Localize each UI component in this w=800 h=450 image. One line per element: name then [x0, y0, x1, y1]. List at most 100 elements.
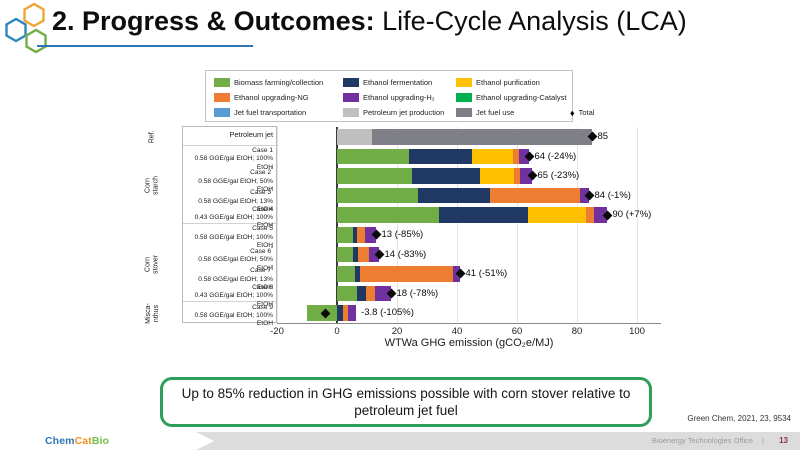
legend-item: Jet fuel transportation [214, 108, 343, 117]
footer-office-label: Bioenergy Technologies Office | [652, 436, 764, 445]
bar-segment [409, 148, 472, 165]
row-case-label: Case 4 [252, 205, 273, 213]
legend-item: Jet fuel use [456, 108, 568, 117]
legend-item: Biomass farming/collection [214, 78, 343, 87]
bar-segment [337, 266, 355, 282]
x-axis-tick-label: 20 [391, 326, 403, 337]
group-label: Misca- nthus [138, 302, 166, 324]
bar-total-label: 84 (-1%) [594, 189, 631, 201]
row-case-label: Case 1 [252, 146, 273, 154]
logo-part-cat: Cat [74, 435, 92, 447]
bar-segment [358, 246, 370, 263]
group-label: Ref. [138, 127, 166, 147]
legend-swatch [456, 78, 472, 87]
bar-total-label: -3.8 (-105%) [361, 307, 414, 319]
bar-total-label: 85 [597, 131, 609, 142]
gridline [576, 127, 578, 323]
bar-segment [412, 168, 480, 184]
x-axis-tick-label: 0 [334, 326, 340, 337]
row-sub-label: 0.58 GGE/gal EtOH; 13% EtOH [198, 197, 273, 213]
page-title: 2. Progress & Outcomes: Life-Cycle Analy… [52, 6, 687, 37]
bar-segment [337, 246, 354, 263]
row-case-label: Case 8 [252, 283, 273, 291]
citation-text: Green Chem, 2021, 23, 9534 [687, 414, 791, 423]
gridline [276, 127, 278, 323]
x-axis-tick-label: 40 [451, 326, 463, 337]
bar-total-label: 14 (-83%) [384, 248, 427, 260]
bar-total-label: 13 (-85%) [381, 229, 424, 240]
legend-swatch [214, 78, 230, 87]
logo-part-bio: Bio [91, 435, 110, 447]
callout-text: Up to 85% reduction in GHG emissions pos… [181, 386, 631, 418]
legend-label: Ethanol upgrading-Catalyst [476, 93, 567, 102]
row-sub-label: 0.58 GGE/gal EtOH; 50% EtOH [198, 177, 273, 194]
gridline [396, 127, 398, 323]
row-sub-label: 0.43 GGE/gal EtOH; 100% EtOH [194, 292, 273, 308]
bar-segment [359, 266, 453, 282]
legend-item: Petroleum jet production [343, 108, 456, 117]
bar-segment [371, 129, 592, 145]
group-label-text: Corn stover [144, 254, 160, 274]
legend-row: Biomass farming/collection Ethanol fermen… [214, 75, 572, 90]
legend-swatch [214, 93, 230, 102]
bar-segment [353, 246, 358, 263]
bar-segment [527, 207, 586, 223]
x-axis-title: WTWa GHG emission (gCO₂e/MJ) [384, 337, 554, 349]
x-axis-tick-label: 100 [629, 326, 645, 337]
legend-label: Ethanol upgrading-H₂ [363, 93, 435, 102]
title-underline [37, 45, 253, 47]
row-sub-label: 0.58 GGE/gal EtOH; 100% EtOH [194, 233, 273, 249]
row-sub-label: 0.58 GGE/gal EtOH; 100% EtOH [194, 311, 273, 328]
footer-bar: Chem Cat Bio Bioenergy Technologies Office… [0, 432, 800, 450]
bar-segment [593, 207, 607, 223]
legend-row: Ethanol upgrading-NG Ethanol upgrading-H₂… [214, 90, 572, 105]
row-case-label: Case 6* [250, 245, 273, 255]
legend-swatch [343, 93, 359, 102]
bar-segment [347, 305, 356, 321]
row-sub-label: 0.43 GGE/gal EtOH; 100% EtOH [194, 213, 273, 230]
bar-segment [352, 227, 358, 243]
group-label-text: Ref. [148, 130, 156, 144]
group-label: Corn stover [138, 225, 166, 303]
gridline [636, 127, 638, 323]
bar-segment [518, 148, 529, 165]
legend-label: Total [578, 108, 595, 117]
bar-segment [375, 285, 391, 302]
chart-row-labels: Petroleum jet Case 1 0.58 GGE/gal EtOH; 10… [182, 126, 277, 327]
bar-total-label: 18 (-78%) [396, 287, 439, 299]
row-sub-label: 0.58 GGE/gal EtOH; 50% EtOH [198, 256, 273, 272]
group-label-text: Corn starch [144, 176, 160, 196]
x-axis-tick-label: -20 [270, 326, 284, 337]
group-label-text: Misca- nthus [144, 302, 160, 324]
row-label: Case 5 0.58 GGE/gal EtOH; 100% EtOH [183, 224, 276, 249]
legend-item: Ethanol fermentation [343, 78, 456, 87]
logo-part-chem: Chem [45, 435, 75, 447]
bar-segment [479, 168, 514, 184]
bar-segment [418, 187, 490, 204]
bar-segment [512, 148, 519, 165]
row-label: Case 3* 0.58 GGE/gal EtOH; 13% EtOH [183, 185, 276, 213]
legend-item: ♦ Total [568, 108, 594, 118]
legend-row: Jet fuel transportation Petroleum jet pro… [214, 105, 594, 120]
bar-segment [514, 168, 520, 184]
bar-total-label: 65 (-23%) [537, 170, 580, 182]
legend-label: Petroleum jet production [363, 108, 445, 117]
row-label: Case 8 0.43 GGE/gal EtOH; 100% EtOH [183, 283, 276, 308]
row-label: Case 6* 0.58 GGE/gal EtOH; 50% EtOH [183, 244, 276, 272]
bar-segment [337, 207, 439, 223]
row-sub-label: 0.58 GGE/gal EtOH; 13% EtOH [198, 275, 273, 292]
legend-item: Ethanol upgrading-Catalyst [456, 93, 568, 102]
legend-item: Ethanol upgrading-NG [214, 93, 343, 102]
group-label: Corn starch [138, 147, 166, 225]
bar-segment [337, 285, 358, 302]
bar-segment [337, 129, 372, 145]
row-label: Case 4 0.43 GGE/gal EtOH; 100% EtOH [183, 204, 276, 229]
zero-axis-line [336, 127, 338, 323]
row-sub-label: 0.58 GGE/gal EtOH; 100% EtOH [194, 155, 273, 171]
legend-swatch [456, 108, 472, 117]
legend-swatch [343, 108, 359, 117]
bar-segment [490, 187, 580, 204]
bar-segment [337, 148, 409, 165]
legend-label: Ethanol purification [476, 78, 540, 87]
